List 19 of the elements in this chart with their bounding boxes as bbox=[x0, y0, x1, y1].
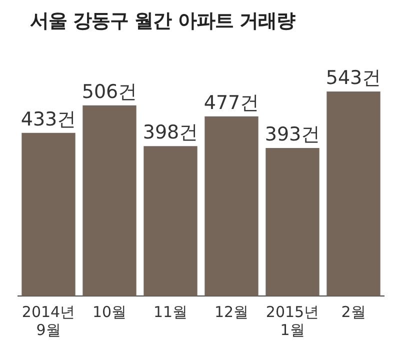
x-tick-label: 12월 bbox=[214, 302, 249, 321]
x-tick-label: 11월 bbox=[153, 302, 188, 321]
chart-title: 서울 강동구 월간 아파트 거래량 bbox=[30, 9, 295, 34]
data-label: 477건 bbox=[204, 92, 260, 114]
data-label: 543건 bbox=[326, 66, 382, 89]
data-label: 393건 bbox=[264, 123, 320, 146]
bar bbox=[22, 132, 76, 296]
bar bbox=[204, 116, 258, 296]
bar bbox=[266, 148, 320, 296]
x-tick-label: 2014년 9월 bbox=[22, 302, 76, 339]
bar bbox=[144, 146, 198, 296]
x-tick-label: 2월 bbox=[341, 302, 366, 321]
data-label: 433건 bbox=[20, 108, 76, 130]
bar bbox=[82, 105, 136, 296]
x-tick-label: 2015년 1월 bbox=[266, 302, 320, 339]
data-label: 398건 bbox=[142, 122, 198, 144]
x-tick-label: 10월 bbox=[92, 302, 127, 321]
bar bbox=[326, 91, 380, 296]
data-label: 506건 bbox=[82, 80, 138, 103]
